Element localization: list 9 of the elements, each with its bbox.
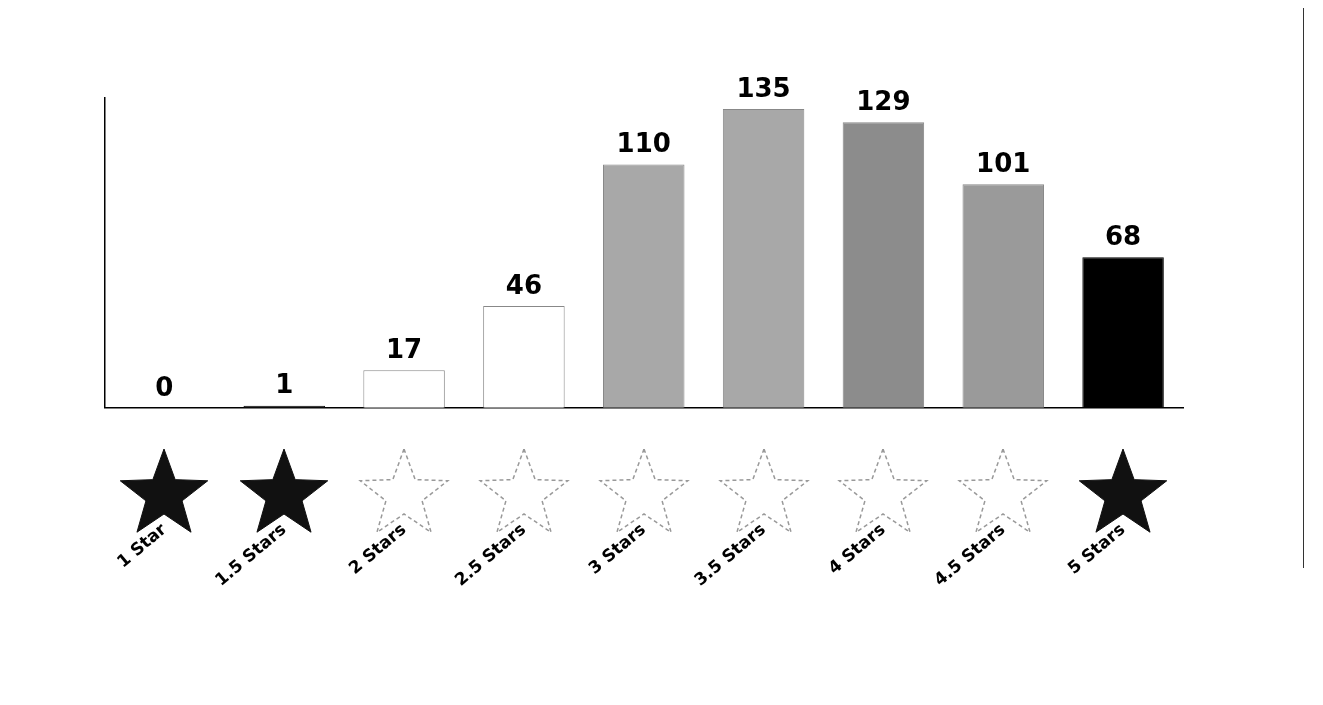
data-label: 1 (275, 369, 294, 400)
data-label: 135 (736, 72, 791, 103)
data-label: 17 (385, 333, 423, 364)
data-label: 0 (155, 371, 174, 402)
data-label: 110 (616, 128, 671, 159)
data-label: 101 (976, 148, 1031, 179)
data-label: 129 (856, 86, 911, 117)
data-label: 46 (505, 269, 543, 300)
data-label: 68 (1104, 221, 1142, 252)
